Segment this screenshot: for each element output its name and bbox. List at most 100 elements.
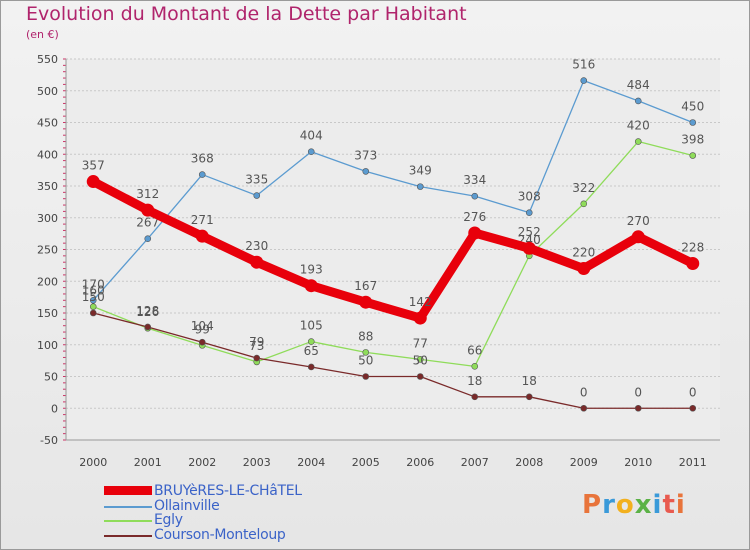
x-tick-label: 2003 [243, 456, 271, 469]
y-tick-label: 0 [51, 402, 58, 415]
data-label: 373 [354, 148, 377, 162]
data-point [362, 168, 370, 175]
data-label: 73 [249, 339, 264, 353]
data-label: 150 [82, 290, 105, 304]
y-tick-label: 500 [37, 85, 58, 98]
data-label: 160 [82, 284, 105, 298]
data-label: 104 [191, 319, 214, 333]
x-tick-label: 2000 [79, 456, 107, 469]
data-label: 170 [82, 277, 105, 291]
data-label: 450 [681, 100, 704, 114]
x-tick-label: 2005 [352, 456, 380, 469]
data-point [89, 309, 97, 317]
data-label: 50 [358, 354, 373, 368]
data-label: 230 [245, 239, 268, 253]
data-point [198, 338, 206, 346]
data-label: 267 [136, 216, 159, 230]
data-point [144, 235, 152, 243]
legend-label-egly: Egly [154, 512, 183, 528]
data-label: 349 [409, 164, 432, 178]
data-point [416, 183, 424, 190]
y-tick-label: 200 [37, 275, 58, 288]
data-label: 276 [463, 210, 486, 224]
data-label: 357 [82, 159, 105, 173]
data-label: 65 [304, 344, 319, 358]
data-point [307, 363, 315, 371]
data-point [580, 404, 588, 412]
data-point [250, 255, 264, 269]
series-line [88, 177, 698, 323]
data-label: 77 [413, 336, 428, 350]
data-point [362, 373, 370, 380]
data-label: 18 [467, 374, 482, 388]
data-point [689, 119, 697, 126]
y-tick-label: 100 [37, 339, 58, 352]
data-point [525, 209, 533, 216]
data-point [362, 349, 370, 356]
y-tick-label: 150 [37, 307, 58, 320]
legend-label-courson: Courson-Monteloup [154, 526, 286, 543]
data-label: 0 [580, 385, 588, 399]
data-point [525, 393, 533, 401]
data-point [634, 138, 642, 145]
data-label: 167 [354, 279, 377, 293]
data-point [253, 354, 261, 362]
data-label: 105 [300, 319, 323, 333]
data-label: 334 [463, 173, 486, 187]
data-point [631, 230, 645, 244]
data-point [416, 356, 424, 363]
series-line [92, 312, 694, 409]
data-label: 0 [634, 385, 642, 399]
y-tick-label: 550 [37, 53, 58, 66]
y-tick-label: 300 [37, 212, 58, 225]
chart-subtitle: (en €) [26, 28, 59, 41]
data-label: 142 [409, 295, 432, 309]
data-point [577, 262, 591, 276]
x-tick-label: 2001 [134, 456, 162, 469]
data-label: 252 [518, 225, 541, 239]
data-point [253, 192, 261, 199]
y-tick-label: -50 [40, 434, 58, 447]
data-point [198, 171, 206, 178]
logo-letter: i [675, 490, 686, 520]
y-tick-label: 400 [37, 148, 58, 161]
data-label: 99 [195, 322, 210, 336]
x-tick-label: 2004 [297, 456, 325, 469]
logo-letter: i [652, 490, 663, 520]
data-point [307, 338, 315, 345]
series-line [92, 140, 694, 367]
data-point [86, 175, 100, 189]
y-tick-label: 250 [37, 244, 58, 257]
data-label: 516 [572, 58, 595, 72]
data-label: 66 [467, 343, 482, 357]
data-label: 220 [572, 246, 595, 260]
logo-letter: o [615, 490, 635, 520]
data-point [89, 303, 97, 310]
legend-label-ollainville: Ollainville [154, 497, 220, 514]
x-tick-label: 2008 [515, 456, 543, 469]
data-point [89, 296, 97, 304]
data-point [634, 97, 642, 105]
y-tick-label: 50 [44, 371, 58, 384]
data-label: 271 [191, 213, 214, 227]
y-tick-label: 350 [37, 180, 58, 193]
data-point [686, 256, 700, 270]
logo-letter: P [582, 490, 603, 520]
data-label: 308 [518, 190, 541, 204]
logo-letter: r [602, 490, 616, 520]
data-point [471, 393, 479, 401]
chart-title: Evolution du Montant de la Dette par Hab… [26, 3, 467, 25]
x-tick-label: 2011 [679, 456, 707, 469]
data-label: 18 [522, 374, 537, 388]
y-tick-label: 450 [37, 117, 58, 130]
data-label: 128 [136, 304, 159, 318]
data-point [689, 152, 697, 159]
data-point [468, 226, 482, 240]
data-point [471, 192, 479, 200]
data-label: 322 [572, 181, 595, 195]
legend-swatch-egly [104, 520, 152, 522]
data-point [141, 203, 155, 217]
data-point [580, 200, 588, 208]
legend-swatch-courson [104, 534, 152, 537]
